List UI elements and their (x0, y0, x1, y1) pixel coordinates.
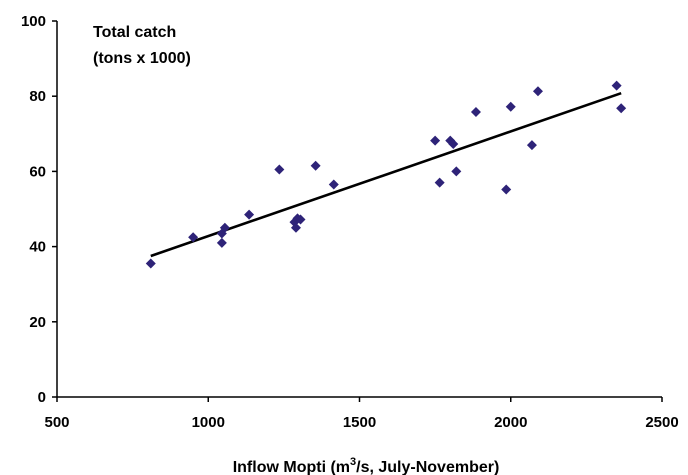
data-point (532, 86, 543, 97)
y-tick-label: 20 (29, 314, 46, 331)
data-point (145, 258, 156, 269)
data-point (244, 209, 255, 220)
data-point (616, 103, 627, 114)
data-point (526, 140, 537, 151)
data-point (274, 164, 285, 175)
x-tick-label: 2500 (645, 414, 678, 431)
data-point (310, 160, 321, 171)
data-point (295, 214, 306, 225)
y-tick-label: 80 (29, 88, 46, 105)
x-axis-title-suffix: /s, July-November) (356, 459, 499, 475)
x-tick-label: 500 (44, 414, 69, 431)
data-point (434, 177, 445, 188)
x-axis-title: Inflow Mopti (m3/s, July-November) (233, 456, 500, 475)
annotation-line-1: Total catch (93, 24, 176, 41)
trendline (150, 91, 622, 258)
data-point (219, 222, 230, 233)
x-axis: 500 1000 1500 2000 2500 (44, 396, 679, 431)
annotation-line-2: (tons x 1000) (93, 50, 191, 67)
data-point (451, 166, 462, 177)
x-ticks: 500 1000 1500 2000 2500 (44, 397, 679, 431)
y-tick-label: 60 (29, 163, 46, 180)
data-point (430, 135, 441, 146)
data-point (470, 106, 481, 117)
y-tick-label: 40 (29, 239, 46, 256)
x-tick-label: 2000 (494, 414, 527, 431)
x-axis-title-prefix: Inflow Mopti (m (233, 459, 350, 475)
data-point (290, 222, 301, 233)
data-point (448, 138, 459, 149)
x-tick-label: 1000 (192, 414, 225, 431)
y-tick-label: 100 (21, 13, 46, 30)
data-points (145, 80, 627, 269)
y-axis: 0 20 40 60 80 100 (21, 13, 58, 406)
x-axis-title-superscript: 3 (350, 456, 356, 468)
data-point (611, 80, 622, 91)
data-point (501, 184, 512, 195)
data-point (328, 179, 339, 190)
x-tick-label: 1500 (343, 414, 376, 431)
y-annotation: Total catch (tons x 1000) (93, 24, 191, 67)
data-point (216, 237, 227, 248)
data-point (188, 232, 199, 243)
data-point (505, 101, 516, 112)
y-ticks: 0 20 40 60 80 100 (21, 13, 57, 406)
y-tick-label: 0 (38, 389, 46, 406)
